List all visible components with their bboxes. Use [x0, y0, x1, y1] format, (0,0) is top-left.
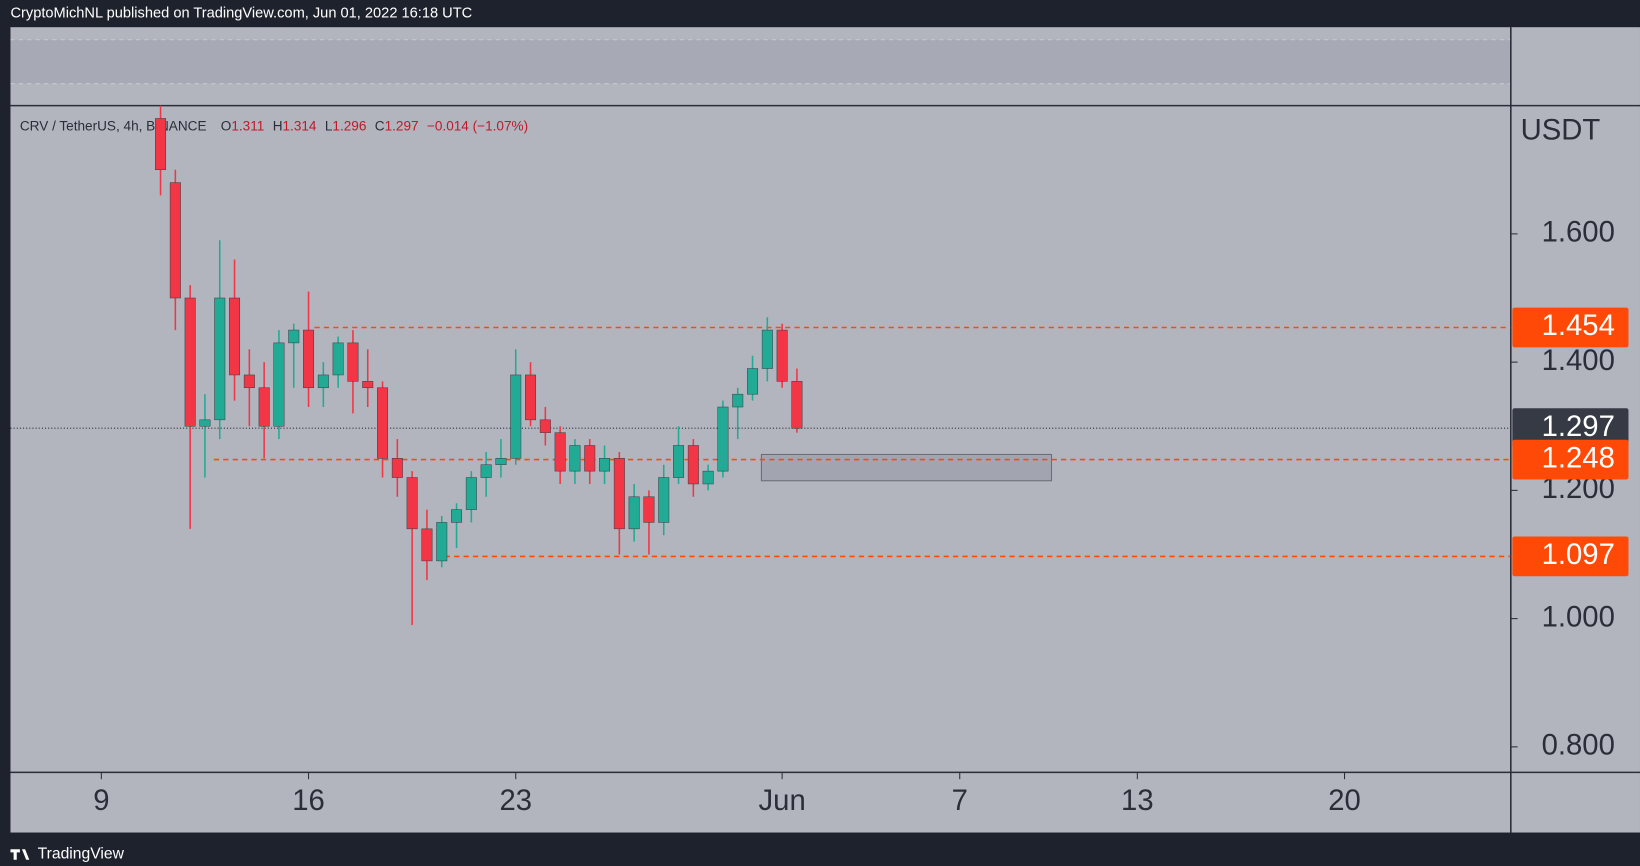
- candle-body: [362, 381, 374, 389]
- legend-value: 1.297: [385, 118, 419, 133]
- candle-body: [391, 458, 403, 478]
- zone-box: [760, 453, 1053, 482]
- level-label: 1.454: [1542, 309, 1615, 342]
- level-label: 1.097: [1542, 538, 1615, 571]
- candle-body: [229, 297, 241, 376]
- legend-change: −0.014 (−1.07%): [427, 118, 528, 133]
- x-tick-label: 16: [292, 784, 325, 817]
- brand-logo: [10, 849, 30, 860]
- x-tick-label: 7: [952, 784, 968, 817]
- plot-area: [10, 27, 1511, 772]
- y-tick-label: 1.000: [1542, 600, 1615, 633]
- candle-body: [761, 329, 773, 369]
- candle-body: [332, 342, 344, 376]
- candle-body: [199, 419, 211, 427]
- candle-body: [539, 419, 551, 433]
- x-tick-label: 23: [499, 784, 532, 817]
- candle-body: [747, 368, 759, 395]
- candle-body: [169, 182, 181, 299]
- candle-body: [214, 297, 226, 421]
- candle-body: [347, 342, 359, 382]
- last-price-badge: [1512, 408, 1629, 449]
- level-badge: [1512, 307, 1629, 348]
- candle-body: [495, 458, 507, 465]
- candle-body: [658, 477, 670, 523]
- time-axis-area: [10, 772, 1511, 833]
- level-badge: [1512, 439, 1629, 480]
- x-tick-label: 9: [93, 784, 109, 817]
- candle-body: [303, 329, 315, 389]
- header-title: CryptoMichNL published on TradingView.co…: [10, 5, 472, 21]
- candle-body: [480, 464, 492, 478]
- candle-body: [377, 387, 389, 459]
- x-tick-label: 13: [1121, 784, 1154, 817]
- y-tick-label: 1.400: [1542, 344, 1615, 377]
- legend-field: H: [273, 118, 283, 133]
- legend-field: C: [375, 118, 385, 133]
- candle-body: [510, 374, 522, 459]
- candle-body: [288, 329, 300, 344]
- candle-body: [184, 297, 196, 427]
- candle-body: [569, 445, 581, 472]
- legend-symbol: CRV / TetherUS, 4h, BINANCE: [20, 118, 207, 133]
- legend: CRV / TetherUS, 4h, BINANCE O1.311 H1.314…: [20, 118, 528, 133]
- candle-body: [525, 374, 537, 421]
- candle-body: [687, 445, 699, 485]
- candle-body: [673, 445, 685, 478]
- candle-body: [554, 432, 566, 472]
- x-tick-label: 20: [1328, 784, 1361, 817]
- y-tick-label: 0.800: [1542, 729, 1615, 762]
- candle-body: [776, 329, 788, 382]
- level-label: 1.248: [1542, 441, 1615, 474]
- candle-body: [317, 374, 329, 389]
- legend-field: L: [325, 118, 333, 133]
- candle-body: [436, 522, 448, 562]
- candle-body: [613, 458, 625, 530]
- y-tick-label: 1.600: [1542, 216, 1615, 249]
- candle-body: [258, 387, 270, 427]
- footer-brand: TradingView: [38, 846, 125, 863]
- candle-body: [584, 445, 596, 472]
- level-badge: [1512, 536, 1629, 577]
- candle-body: [599, 458, 611, 472]
- candle-body: [451, 509, 463, 523]
- legend-value: 1.314: [283, 118, 317, 133]
- candle-body: [421, 528, 433, 562]
- candle-body: [791, 381, 803, 429]
- candle-body: [155, 118, 167, 171]
- candle-body: [243, 374, 255, 389]
- candle-body: [717, 406, 729, 472]
- legend-value: 1.311: [231, 118, 264, 133]
- candle-body: [643, 496, 655, 523]
- candle-body: [628, 496, 640, 530]
- legend-value: 1.296: [332, 118, 366, 133]
- legend-field: O: [221, 118, 232, 133]
- candle-body: [465, 477, 477, 510]
- candle-body: [406, 477, 418, 530]
- x-tick-label: Jun: [759, 784, 806, 817]
- currency-label: USDT: [1521, 114, 1601, 147]
- candle-body: [702, 470, 714, 485]
- candle-body: [732, 393, 744, 408]
- candle-body: [273, 342, 285, 427]
- last-price-label: 1.297: [1542, 410, 1615, 443]
- indicator-band: [10, 39, 1511, 84]
